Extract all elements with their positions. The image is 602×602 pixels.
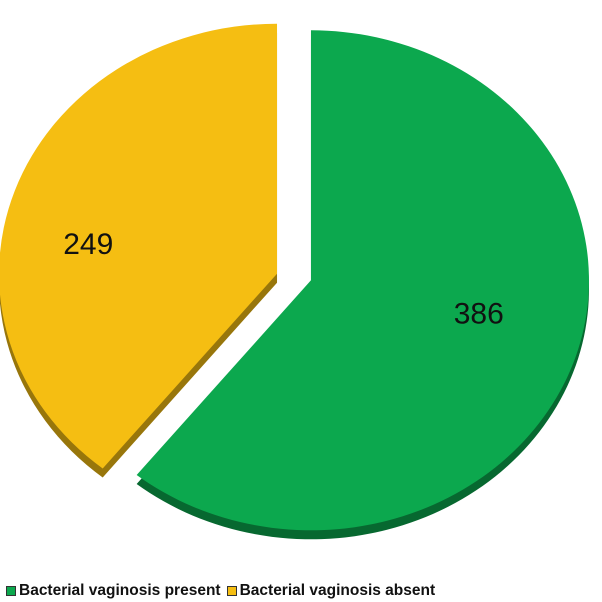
pie-slice-present xyxy=(136,30,589,531)
legend-swatch-absent xyxy=(226,586,237,596)
legend-label-absent: Bacterial vaginosis absent xyxy=(239,582,436,599)
pie-data-labels: 386 249 xyxy=(63,228,504,331)
legend-item-absent: Bacterial vaginosis absent xyxy=(226,582,436,600)
legend-swatch-present xyxy=(6,586,16,596)
data-label-present: 386 xyxy=(454,298,504,331)
pie-slices xyxy=(0,23,589,540)
chart-legend: Bacterial vaginosis present Bacterial va… xyxy=(6,581,441,601)
data-label-absent: 249 xyxy=(63,228,113,261)
legend-item-present: Bacterial vaginosis present xyxy=(6,582,221,600)
legend-label-present: Bacterial vaginosis present xyxy=(19,582,221,599)
pie-slice-absent xyxy=(0,23,278,469)
